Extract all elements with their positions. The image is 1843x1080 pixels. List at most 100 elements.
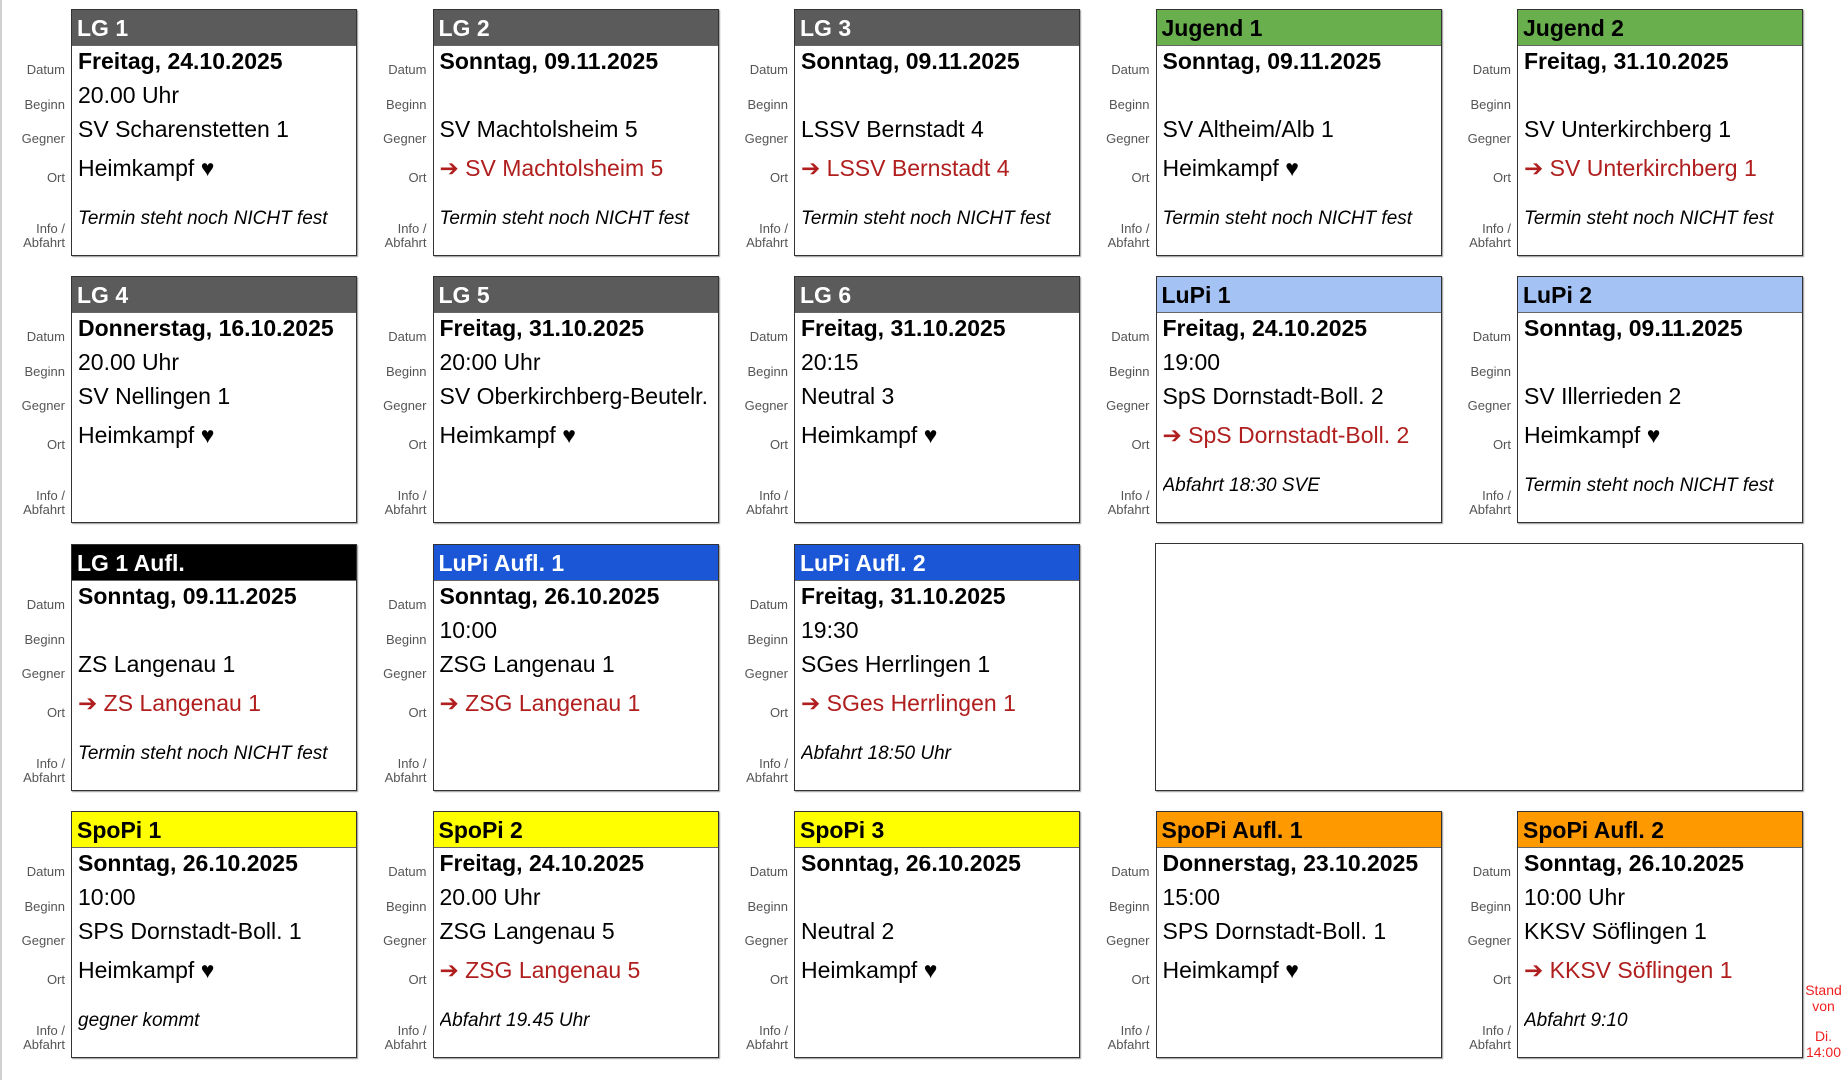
match-opponent: Neutral 3 (801, 383, 895, 410)
match-info: gegner kommt (78, 1009, 200, 1031)
card-title: LG 6 (795, 277, 1079, 314)
match-date: Donnerstag, 23.10.2025 (1162, 849, 1419, 876)
match-opponent: ZS Langenau 1 (78, 650, 236, 677)
match-card: LG 1 Aufl. Sonntag, 09.11.2025 ZS Langenau… (22, 543, 357, 791)
label-gegner: Gegner (744, 131, 788, 146)
label-abfahrt: Abfahrt (23, 769, 65, 785)
match-date: Sonntag, 09.11.2025 (1524, 315, 1743, 342)
label-ort: Ort (769, 704, 788, 720)
label-datum: Datum (1472, 329, 1511, 345)
empty-card (1155, 543, 1803, 791)
card-title: LG 1 (72, 10, 356, 46)
match-info: Termin steht noch NICHT fest (78, 208, 328, 229)
label-info: Info / (36, 1022, 65, 1038)
label-datum: Datum (1111, 863, 1150, 879)
card-title: LuPi Aufl. 2 (795, 544, 1079, 581)
card-title: Jugend 2 (1518, 10, 1802, 46)
card-title: LG 5 (433, 277, 718, 314)
label-abfahrt: Abfahrt (746, 235, 788, 250)
label-beginn: Beginn (24, 898, 65, 914)
card-box: LG 2 Sonntag, 09.11.2025 SV Machtolsheim 5… (432, 9, 719, 256)
match-card: LuPi Aufl. 1 Sonntag, 26.10.2025 10:00 ZSG … (383, 543, 719, 791)
match-date: Freitag, 24.10.2025 (78, 48, 283, 74)
match-info: Termin steht noch NICHT fest (1162, 208, 1413, 229)
label-info: Info / (759, 755, 788, 771)
label-abfahrt: Abfahrt (1469, 1036, 1511, 1052)
label-info: Info / (36, 221, 65, 236)
match-location: Heimkampf ♥ (439, 422, 576, 449)
match-opponent: SV Unterkirchberg 1 (1524, 116, 1732, 142)
label-info: Info / (397, 1022, 427, 1038)
label-info: Info / (759, 1022, 788, 1038)
label-datum: Datum (26, 863, 65, 879)
card-box: LG 5 Freitag, 31.10.2025 20:00 Uhr SV Oberk… (432, 276, 719, 524)
match-time: 19:30 (801, 616, 859, 643)
stand-day: Di. (1814, 1028, 1833, 1044)
match-date: Freitag, 31.10.2025 (439, 315, 645, 342)
label-beginn: Beginn (386, 97, 427, 112)
match-info: Termin steht noch NICHT fest (78, 742, 328, 764)
label-beginn: Beginn (747, 631, 788, 647)
match-card: LuPi Aufl. 2 Freitag, 31.10.2025 19:30 SGes… (745, 543, 1080, 791)
match-card: LG 5 Freitag, 31.10.2025 20:00 Uhr SV Oberk… (383, 276, 719, 524)
match-date: Freitag, 31.10.2025 (801, 315, 1006, 342)
label-abfahrt: Abfahrt (1107, 502, 1150, 518)
label-beginn: Beginn (1470, 898, 1511, 914)
match-card: LG 3 Sonntag, 09.11.2025 LSSV Bernstadt 4 ➔… (745, 9, 1080, 256)
match-info: Abfahrt 18:50 Uhr (801, 742, 951, 764)
label-beginn: Beginn (1470, 97, 1511, 112)
match-date: Sonntag, 26.10.2025 (78, 849, 298, 876)
match-location: Heimkampf ♥ (1524, 422, 1661, 449)
card-title: LG 2 (433, 10, 718, 46)
label-ort: Ort (1492, 170, 1511, 185)
card-box: SpoPi 3 Sonntag, 26.10.2025 Neutral 2 Heimk… (794, 810, 1080, 1058)
card-box: LG 3 Sonntag, 09.11.2025 LSSV Bernstadt 4 ➔… (794, 9, 1080, 256)
card-title: LuPi 2 (1518, 277, 1802, 314)
label-gegner: Gegner (744, 398, 788, 414)
match-opponent: SV Altheim/Alb 1 (1162, 116, 1334, 142)
match-location: ➔ ZSG Langenau 1 (439, 689, 641, 716)
label-ort: Ort (1131, 437, 1150, 453)
label-beginn: Beginn (386, 364, 427, 380)
card-box: LuPi 1 Freitag, 24.10.2025 19:00 SpS Dornst… (1155, 276, 1442, 524)
card-title: LG 1 Aufl. (72, 544, 356, 581)
label-beginn: Beginn (747, 898, 788, 914)
label-info: Info / (759, 488, 788, 504)
match-card: Jugend 2 Freitag, 31.10.2025 SV Unterkirch… (1468, 9, 1803, 256)
label-abfahrt: Abfahrt (746, 1036, 788, 1052)
label-datum: Datum (388, 329, 427, 345)
match-info: Termin steht noch NICHT fest (1524, 208, 1774, 229)
label-ort: Ort (1492, 437, 1511, 453)
label-info: Info / (397, 221, 427, 236)
label-gegner: Gegner (1467, 131, 1511, 146)
label-beginn: Beginn (1470, 364, 1511, 380)
label-datum: Datum (749, 596, 788, 612)
label-ort: Ort (1131, 170, 1150, 185)
card-box: LuPi Aufl. 1 Sonntag, 26.10.2025 10:00 ZSG … (432, 543, 719, 791)
match-time: 10:00 Uhr (1524, 883, 1626, 910)
match-location: Heimkampf ♥ (78, 422, 215, 449)
match-location: ➔ SpS Dornstadt-Boll. 2 (1162, 422, 1410, 449)
label-datum: Datum (26, 596, 65, 612)
match-location: ➔ SV Unterkirchberg 1 (1524, 155, 1757, 181)
label-ort: Ort (408, 971, 427, 987)
match-date: Freitag, 24.10.2025 (1162, 315, 1368, 342)
label-beginn: Beginn (1109, 97, 1150, 112)
label-ort: Ort (46, 704, 65, 720)
match-date: Sonntag, 26.10.2025 (801, 849, 1021, 876)
label-gegner: Gegner (1106, 932, 1150, 948)
label-datum: Datum (1472, 863, 1511, 879)
label-abfahrt: Abfahrt (23, 1036, 65, 1052)
stand-time: 14:00 (1805, 1044, 1842, 1060)
match-info: Abfahrt 19.45 Uhr (439, 1009, 590, 1031)
label-abfahrt: Abfahrt (1107, 235, 1150, 250)
label-ort: Ort (408, 437, 427, 453)
card-box: SpoPi 2 Freitag, 24.10.2025 20.00 Uhr ZSG L… (432, 810, 719, 1058)
match-card: LG 6 Freitag, 31.10.2025 20:15 Neutral 3 Hei… (745, 276, 1080, 524)
label-gegner: Gegner (21, 665, 65, 681)
match-opponent: SV Scharenstetten 1 (78, 116, 289, 142)
label-gegner: Gegner (1467, 398, 1511, 414)
label-abfahrt: Abfahrt (384, 235, 427, 250)
match-location: ➔ ZS Langenau 1 (78, 689, 261, 716)
match-opponent: ZSG Langenau 1 (439, 650, 615, 677)
